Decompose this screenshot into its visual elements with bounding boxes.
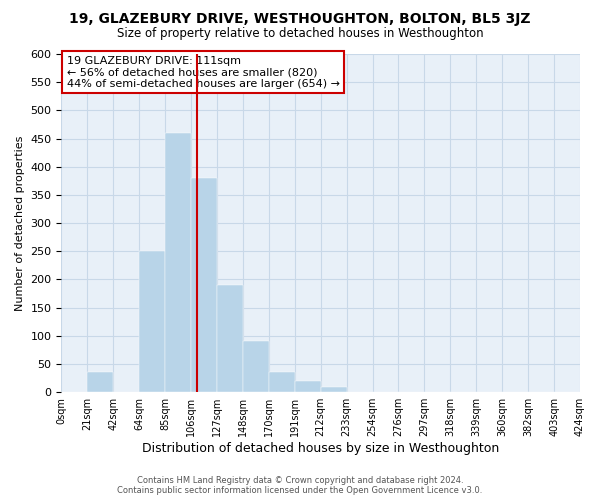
- Bar: [269, 372, 295, 392]
- Bar: [217, 285, 243, 392]
- X-axis label: Distribution of detached houses by size in Westhoughton: Distribution of detached houses by size …: [142, 442, 499, 455]
- Text: 19, GLAZEBURY DRIVE, WESTHOUGHTON, BOLTON, BL5 3JZ: 19, GLAZEBURY DRIVE, WESTHOUGHTON, BOLTO…: [69, 12, 531, 26]
- Text: 19 GLAZEBURY DRIVE: 111sqm
← 56% of detached houses are smaller (820)
44% of sem: 19 GLAZEBURY DRIVE: 111sqm ← 56% of deta…: [67, 56, 340, 89]
- Bar: [243, 342, 269, 392]
- Bar: [88, 372, 113, 392]
- Bar: [139, 252, 165, 392]
- Bar: [191, 178, 217, 392]
- Bar: [165, 133, 191, 392]
- Text: Contains HM Land Registry data © Crown copyright and database right 2024.
Contai: Contains HM Land Registry data © Crown c…: [118, 476, 482, 495]
- Text: Size of property relative to detached houses in Westhoughton: Size of property relative to detached ho…: [116, 28, 484, 40]
- Bar: [295, 381, 321, 392]
- Bar: [321, 386, 347, 392]
- Y-axis label: Number of detached properties: Number of detached properties: [15, 136, 25, 311]
